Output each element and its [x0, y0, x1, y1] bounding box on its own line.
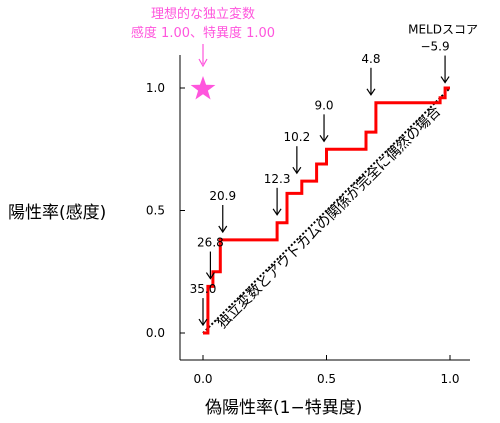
roc-curve-line: [203, 86, 450, 335]
annotation-label: 26.8: [197, 236, 224, 250]
annotation-label: MELDスコア: [408, 23, 478, 37]
y-tick-label: 1.0: [146, 81, 165, 95]
x-tick-label: 0.5: [317, 372, 336, 386]
x-tick-label: 1.0: [440, 372, 459, 386]
annotation-arrow-head: [198, 318, 208, 327]
annotation-label: 9.0: [314, 98, 333, 112]
annotation-label: 20.9: [209, 189, 236, 203]
ideal-label-line1: 理想的な独立変数: [151, 6, 255, 22]
reference-diagonal: [202, 87, 451, 334]
annotation-label: 4.8: [361, 52, 380, 66]
annotation-arrow-head: [292, 166, 302, 175]
reference-line-label: 独立変数とアウトカムの関係が完全に偶然の場合: [214, 103, 445, 332]
x-axis-label: 偽陽性率(1−特異度): [205, 398, 362, 418]
annotation-arrow-head: [272, 208, 282, 216]
annotation-label: 10.2: [284, 130, 311, 144]
annotation-label: 35.0: [190, 282, 217, 296]
ideal-point-star: [190, 76, 216, 100]
annotation-value: −5.9: [420, 40, 449, 54]
annotation-arrow-head: [218, 225, 228, 234]
annotation-arrow-head: [319, 135, 329, 143]
y-tick-label: 0.5: [146, 204, 165, 218]
y-axis-label: 陽性率(感度): [8, 203, 106, 223]
annotation-arrow-head: [366, 88, 376, 96]
ideal-label-line2: 感度 1.00、特異度 1.00: [131, 25, 275, 41]
annotation-arrow-head: [205, 272, 215, 280]
annotation-arrow-head: [440, 76, 450, 84]
ideal-arrow-head: [198, 58, 208, 68]
x-tick-label: 0.0: [193, 372, 212, 386]
y-tick-label: 0.0: [146, 326, 165, 340]
annotation-label: 12.3: [264, 172, 291, 186]
